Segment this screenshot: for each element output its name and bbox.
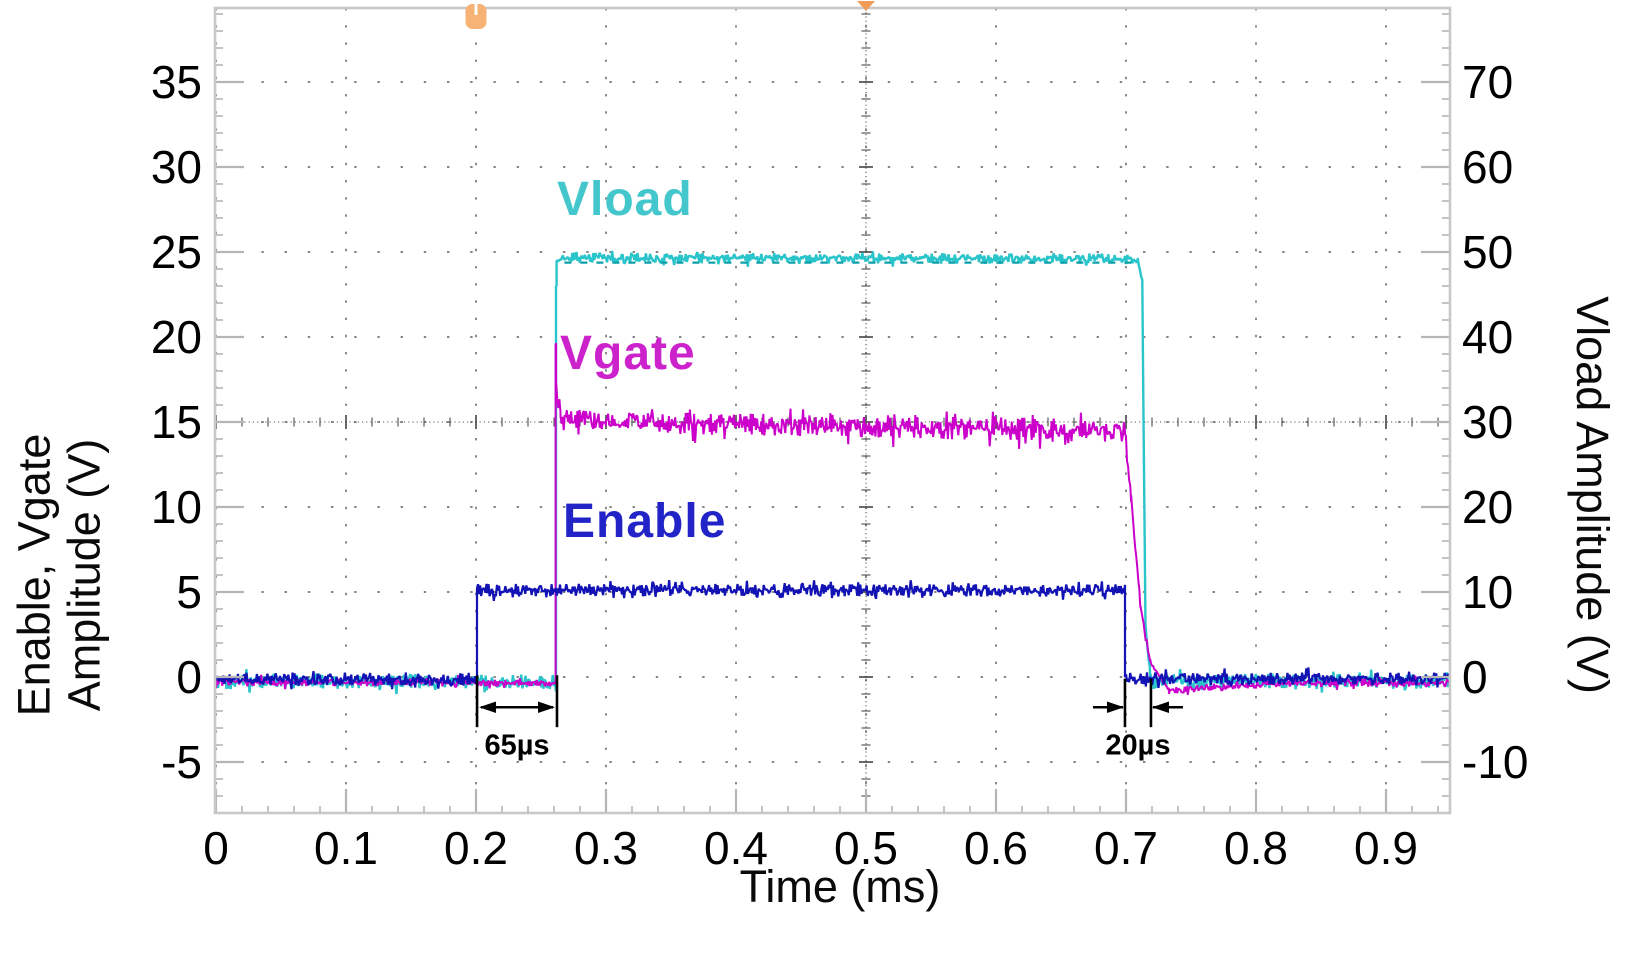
time-annotation-label: 20µs [1105, 729, 1170, 761]
crosshair-rulers [215, 8, 1450, 814]
annotation-65µs: 65µs [475, 675, 559, 761]
vgate-trace [215, 342, 1451, 695]
y-axis-left-title: Enable, Vgate Amplitude (V) [8, 433, 111, 717]
time-annotation-label: 65µs [484, 729, 549, 761]
scope-markers [465, 1, 875, 29]
y-axis-left-title-line2: Amplitude (V) [59, 438, 110, 712]
y-right-tick-label: 70 [1462, 56, 1514, 108]
y-right-tick-label: 50 [1462, 226, 1514, 278]
y-right-tick-label: 0 [1462, 651, 1488, 703]
time-annotations: 65µs 20µs [475, 675, 1183, 761]
x-tick-label: 0.4 [704, 822, 768, 874]
waveform-traces [214, 250, 1452, 695]
y-right-tick-label: 20 [1462, 481, 1514, 533]
y-left-tick-label: 30 [150, 141, 202, 193]
x-tick-label: 0.9 [1354, 822, 1418, 874]
y-left-tick-label: -5 [161, 736, 202, 788]
vgate-trace-label: Vgate [560, 327, 696, 380]
y-right-tick-label: 60 [1462, 141, 1514, 193]
annotation-20µs: 20µs [1092, 678, 1183, 761]
y-axis-left-title-line1: Enable, Vgate [8, 433, 60, 717]
y-right-tick-label: 10 [1462, 566, 1514, 618]
center-time-marker [857, 1, 875, 11]
y-left-tick-label: 10 [150, 481, 202, 533]
vload-trace-label: Vload [557, 173, 693, 226]
x-tick-label: 0.2 [444, 822, 508, 874]
x-tick-label: 0.3 [574, 822, 638, 874]
axis-ticks [214, 13, 1450, 814]
x-tick-label: 0.8 [1224, 822, 1288, 874]
y-left-tick-label: 5 [176, 566, 202, 618]
enable-trace [214, 579, 1451, 690]
vload-trace [215, 250, 1452, 695]
y-left-tick-label: 0 [176, 651, 202, 703]
plot-frame [213, 6, 1452, 815]
y-left-tick-label: 20 [150, 311, 202, 363]
x-tick-label: 0.6 [964, 822, 1028, 874]
x-tick-label: 0 [203, 822, 229, 874]
y-axis-right-title: Vload Amplitude (V) [1567, 296, 1619, 694]
x-tick-label: 0.5 [834, 822, 898, 874]
x-tick-label: 0.7 [1094, 822, 1158, 874]
x-tick-label: 0.1 [314, 822, 378, 874]
y-left-tick-label: 25 [150, 226, 202, 278]
x-axis-title: Time (ms) [739, 861, 941, 912]
grid-lines [215, 8, 1450, 813]
y-right-tick-label: 30 [1462, 396, 1514, 448]
y-left-tick-label: 35 [150, 56, 202, 108]
enable-trace-label: Enable [563, 495, 727, 548]
y-right-tick-label: 40 [1462, 311, 1514, 363]
trigger-marker [465, 4, 487, 29]
y-left-tick-label: 15 [150, 396, 202, 448]
y-right-tick-label: -10 [1462, 736, 1529, 788]
